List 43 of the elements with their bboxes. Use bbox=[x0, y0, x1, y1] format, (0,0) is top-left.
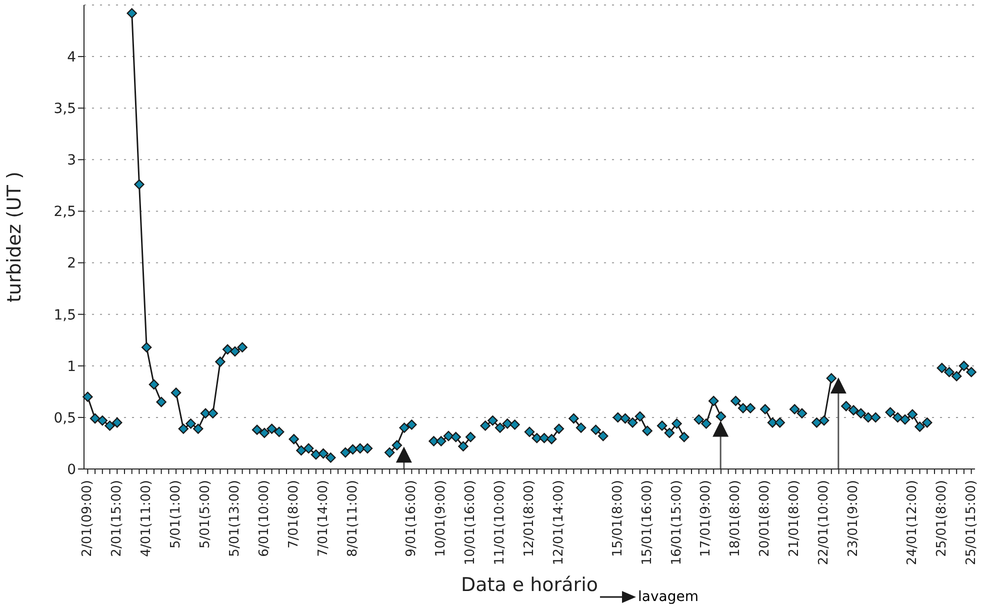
x-tick-label: 2/01(09:00) bbox=[80, 480, 96, 557]
x-tick-label: 17/01(9:00) bbox=[698, 480, 714, 557]
y-tick-label: 0 bbox=[67, 462, 76, 478]
point bbox=[830, 377, 846, 394]
x-tick-label: 16/01(15:00) bbox=[669, 480, 684, 566]
x-tick-label: 25/01(8:00) bbox=[934, 480, 950, 557]
x-tick-label: 7/01(14:00) bbox=[316, 480, 331, 557]
x-tick-label: 21/01(8:00) bbox=[787, 480, 802, 557]
legend-label: lavagem bbox=[638, 589, 698, 605]
point bbox=[712, 420, 729, 437]
y-tick-label: 3,5 bbox=[54, 101, 76, 118]
y-tick-label: 0,5 bbox=[54, 410, 76, 426]
x-tick-label: 20/01(8:00) bbox=[758, 480, 773, 557]
x-tick-label: 22/01(10:00) bbox=[816, 480, 832, 566]
x-tick-label: 9/01(16:00) bbox=[404, 480, 420, 557]
x-tick-label: 23/01(9:00) bbox=[846, 480, 861, 557]
x-tick-label: 6/01(10:00) bbox=[256, 480, 272, 557]
x-tick-label: 7/01(8:00) bbox=[286, 480, 302, 549]
x-tick-label: 24/01(12:00) bbox=[904, 480, 920, 566]
x-tick-label: 12/01(8:00) bbox=[522, 480, 537, 557]
x-tick-label: 5/01(1:00) bbox=[168, 480, 184, 549]
point bbox=[396, 446, 412, 463]
x-tick-label: 25/01(15:00) bbox=[964, 480, 979, 566]
x-axis-title: Data e horário bbox=[461, 574, 598, 596]
x-tick-label: 15/01(16:00) bbox=[640, 480, 655, 566]
x-tick-label: 5/01(5:00) bbox=[198, 480, 213, 549]
x-tick-label: 15/01(8:00) bbox=[610, 480, 626, 557]
x-tick-label: 4/01(11:00) bbox=[139, 480, 154, 557]
y-tick-label: 3 bbox=[67, 152, 76, 169]
y-tick-label: 1 bbox=[67, 358, 76, 375]
x-tick-label: 11/01(10:00) bbox=[492, 480, 508, 566]
y-tick-label: 4 bbox=[67, 50, 76, 66]
x-tick-label: 5/01(13:00) bbox=[227, 480, 242, 557]
y-tick-label: 2 bbox=[67, 256, 76, 272]
x-tick-label: 12/01(14:00) bbox=[551, 480, 566, 566]
y-tick-label: 2,5 bbox=[54, 204, 76, 220]
x-tick-label: 10/01(16:00) bbox=[463, 480, 478, 566]
x-tick-label: 8/01(11:00) bbox=[345, 480, 360, 557]
x-tick-label: 2/01(15:00) bbox=[110, 480, 125, 557]
y-tick-label: 1,5 bbox=[54, 307, 76, 324]
x-tick-label: 18/01(8:00) bbox=[728, 480, 744, 557]
y-axis-title: turbidez (UT ) bbox=[4, 172, 26, 302]
x-tick-label: 10/01(9:00) bbox=[434, 480, 449, 557]
